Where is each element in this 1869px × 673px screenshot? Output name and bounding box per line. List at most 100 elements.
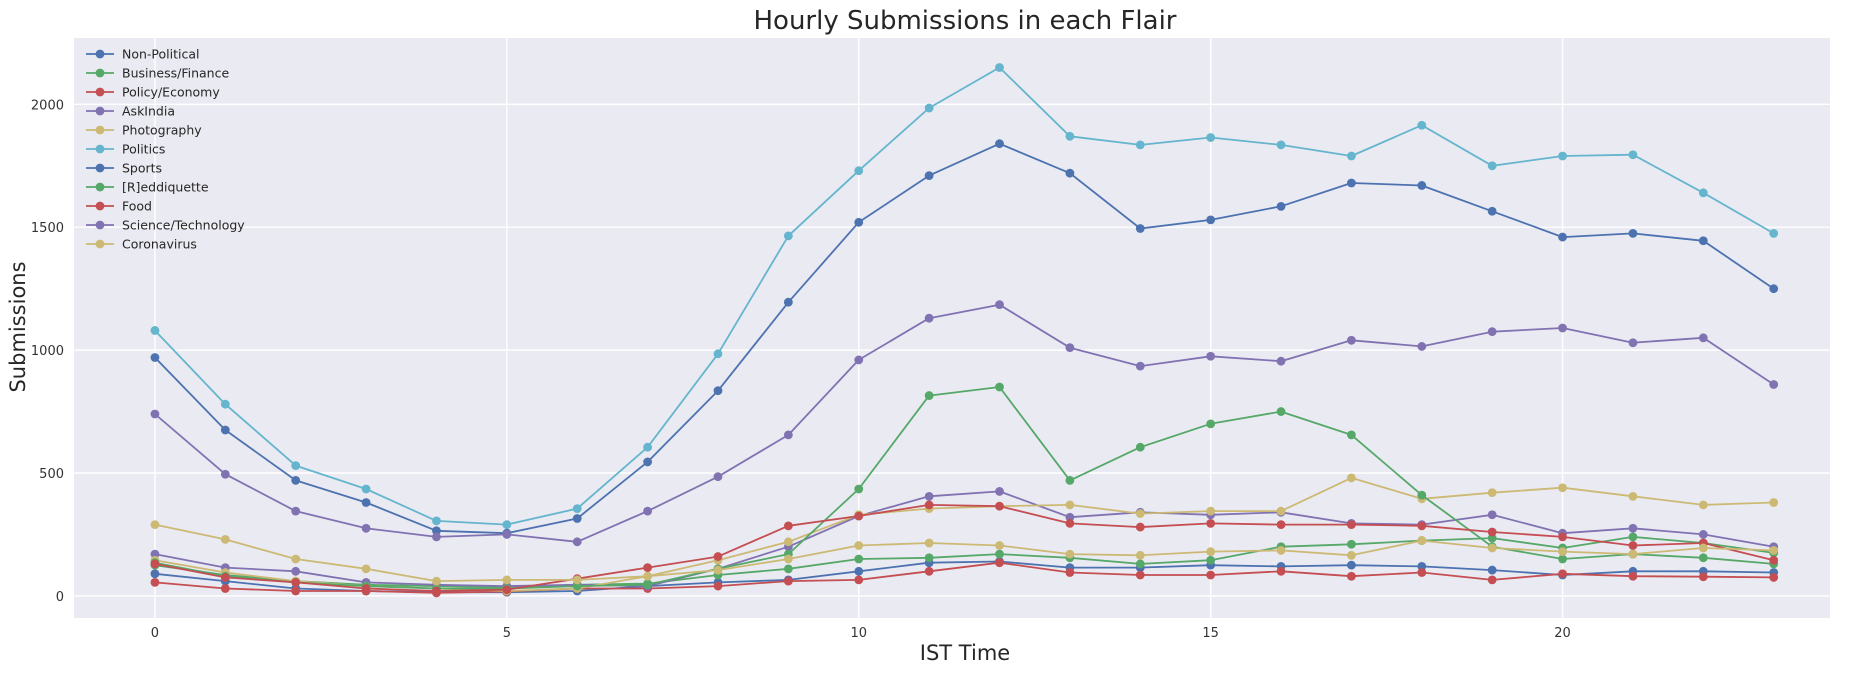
data-point: [643, 442, 653, 452]
legend-entry: [R]eddiquette: [86, 180, 209, 195]
data-point: [1769, 573, 1779, 582]
data-point: [572, 581, 582, 591]
series-politics: [150, 63, 1779, 530]
data-point: [713, 349, 723, 359]
legend-marker: [95, 106, 105, 116]
series-line: [154, 303, 1775, 543]
data-point: [1698, 333, 1708, 343]
data-point: [1276, 407, 1286, 416]
data-point: [783, 564, 793, 574]
y-tick-label: 0: [56, 590, 64, 605]
data-point: [572, 537, 582, 547]
data-point: [502, 575, 512, 585]
data-point: [150, 549, 160, 559]
data-point: [1065, 168, 1075, 178]
data-point: [1558, 483, 1567, 493]
data-point: [995, 541, 1004, 550]
y-axis-ticks: 0 500 1000 1500 2000: [31, 98, 64, 605]
data-point: [432, 516, 441, 526]
data-point: [713, 386, 723, 396]
data-point: [1558, 323, 1567, 333]
data-point: [643, 571, 653, 581]
series-line: [154, 523, 1774, 582]
data-point: [361, 564, 371, 574]
data-point: [1487, 575, 1497, 585]
data-point: [1417, 181, 1427, 190]
data-point: [502, 530, 512, 539]
legend-label: Policy/Economy: [122, 85, 220, 100]
data-point: [1135, 550, 1145, 560]
x-tick-label: 10: [850, 626, 867, 641]
legend-label: Politics: [122, 142, 165, 157]
data-point: [1558, 232, 1567, 242]
data-point: [1628, 523, 1638, 533]
data-point: [995, 501, 1004, 511]
x-tick-label: 0: [151, 626, 159, 641]
series-line: [154, 490, 1774, 587]
legend-marker: [95, 68, 105, 78]
data-point: [995, 558, 1004, 568]
data-point: [1628, 338, 1638, 348]
legend-entry: Food: [86, 199, 152, 214]
data-point: [1558, 151, 1567, 161]
data-point: [1065, 500, 1075, 510]
data-point: [854, 511, 864, 521]
data-point: [1276, 520, 1286, 530]
data-point: [995, 63, 1004, 72]
data-point: [643, 457, 653, 467]
data-point: [1487, 543, 1497, 553]
chart-title: Hourly Submissions in each Flair: [753, 6, 1176, 36]
data-point: [854, 566, 864, 576]
data-point: [432, 576, 441, 586]
data-point: [150, 520, 160, 530]
legend-entry: Business/Finance: [86, 66, 229, 81]
data-point: [432, 526, 441, 536]
data-point: [1206, 506, 1216, 516]
data-point: [1065, 518, 1075, 528]
data-point: [854, 166, 864, 176]
legend-entry: Politics: [86, 142, 165, 157]
legend-label: Business/Finance: [122, 66, 229, 81]
data-point: [1417, 120, 1427, 130]
legend-entry: Sports: [86, 161, 162, 176]
data-point: [1769, 380, 1779, 389]
data-point: [1487, 161, 1497, 171]
data-point: [854, 541, 864, 550]
legend-entry: Coronavirus: [86, 237, 197, 252]
legend-marker: [95, 163, 105, 173]
data-point: [1769, 555, 1779, 565]
data-point: [713, 565, 723, 575]
data-point: [572, 575, 582, 585]
series-sports: [150, 139, 1779, 538]
data-point: [1698, 553, 1708, 563]
data-point: [150, 577, 160, 587]
data-point: [713, 581, 723, 591]
data-point: [1276, 356, 1286, 366]
data-point: [1206, 419, 1216, 429]
data-point: [291, 577, 301, 587]
data-point: [924, 553, 934, 563]
data-point: [1417, 521, 1427, 531]
data-point: [1276, 506, 1286, 516]
data-point: [1135, 224, 1145, 233]
data-point: [572, 504, 582, 514]
series-line: [154, 536, 1774, 589]
data-point: [1698, 188, 1708, 198]
data-point: [1206, 518, 1216, 528]
legend-label: Non-Political: [122, 47, 200, 62]
data-point: [1347, 520, 1356, 530]
data-point: [291, 461, 301, 471]
data-point: [291, 506, 301, 516]
data-point: [150, 409, 160, 419]
data-point: [291, 566, 301, 576]
data-point: [783, 231, 793, 241]
data-point: [150, 569, 160, 579]
data-point: [1347, 473, 1356, 483]
data-point: [1065, 549, 1075, 559]
data-point: [1769, 228, 1779, 238]
x-tick-label: 5: [503, 626, 511, 641]
series-layer: [150, 63, 1779, 598]
data-point: [924, 500, 934, 510]
data-point: [995, 382, 1004, 392]
data-point: [1487, 533, 1497, 543]
